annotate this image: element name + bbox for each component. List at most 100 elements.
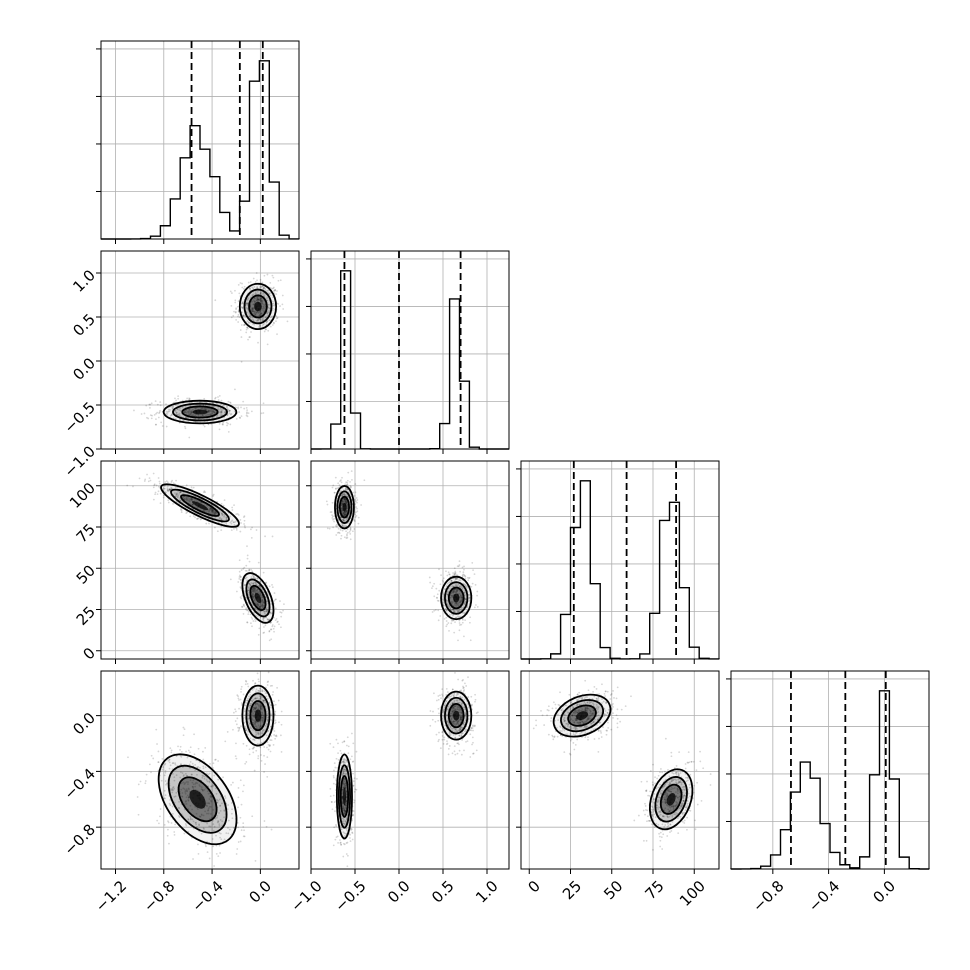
scatter-point bbox=[345, 501, 348, 504]
scatter-point bbox=[166, 485, 169, 487]
scatter-point bbox=[452, 721, 454, 723]
scatter-point bbox=[180, 750, 183, 753]
scatter-point bbox=[259, 318, 262, 321]
scatter-point bbox=[442, 596, 445, 598]
scatter-point bbox=[441, 711, 444, 714]
scatter-point bbox=[210, 410, 212, 413]
scatter-point bbox=[217, 820, 219, 822]
scatter-point bbox=[174, 410, 177, 412]
scatter-point bbox=[189, 499, 192, 501]
scatter-point bbox=[237, 806, 239, 809]
scatter-point bbox=[220, 838, 223, 841]
scatter-point bbox=[251, 570, 254, 573]
scatter-point bbox=[455, 729, 458, 732]
scatter-point bbox=[451, 708, 453, 711]
scatter-point bbox=[454, 708, 457, 711]
scatter-point bbox=[208, 802, 211, 805]
scatter-point bbox=[257, 341, 259, 344]
scatter-point bbox=[454, 572, 457, 574]
scatter-point bbox=[343, 492, 346, 495]
scatter-point bbox=[175, 493, 178, 495]
scatter-point bbox=[343, 497, 346, 500]
scatter-point bbox=[456, 721, 459, 724]
scatter-point bbox=[235, 853, 238, 855]
scatter-point bbox=[265, 608, 268, 610]
scatter-point bbox=[328, 527, 331, 530]
scatter-point bbox=[260, 708, 262, 711]
scatter-point bbox=[454, 708, 457, 711]
scatter-point bbox=[474, 583, 477, 586]
scatter-point bbox=[236, 717, 239, 720]
scatter-point bbox=[447, 571, 450, 574]
scatter-point bbox=[464, 600, 467, 603]
scatter-point bbox=[254, 725, 257, 727]
scatter-point bbox=[175, 493, 177, 496]
scatter-point bbox=[164, 794, 167, 797]
scatter-point bbox=[189, 412, 192, 414]
scatter-point bbox=[227, 819, 230, 822]
scatter-point bbox=[218, 823, 221, 826]
scatter-point bbox=[227, 832, 230, 835]
scatter-point bbox=[346, 505, 349, 507]
scatter-point bbox=[459, 728, 462, 730]
scatter-point bbox=[260, 297, 262, 300]
scatter-point bbox=[346, 505, 349, 508]
scatter-point bbox=[452, 706, 455, 709]
scatter-point bbox=[268, 319, 271, 322]
scatter-point bbox=[456, 578, 459, 580]
scatter-point bbox=[265, 616, 267, 619]
scatter-point bbox=[262, 319, 264, 322]
scatter-point bbox=[341, 502, 344, 505]
scatter-point bbox=[207, 409, 210, 412]
scatter-point bbox=[464, 594, 466, 596]
scatter-point bbox=[229, 521, 232, 524]
scatter-point bbox=[280, 615, 283, 618]
scatter-point bbox=[192, 787, 195, 789]
scatter-point bbox=[180, 763, 182, 766]
scatter-point bbox=[164, 491, 167, 494]
scatter-point bbox=[267, 307, 270, 309]
scatter-point bbox=[219, 414, 222, 417]
scatter-point bbox=[211, 510, 213, 513]
scatter-point bbox=[452, 609, 455, 612]
scatter-point bbox=[343, 513, 346, 516]
scatter-point bbox=[461, 612, 464, 614]
scatter-point bbox=[248, 702, 251, 705]
scatter-point bbox=[442, 577, 445, 580]
scatter-point bbox=[256, 290, 259, 293]
scatter-point bbox=[219, 516, 221, 519]
scatter-point bbox=[472, 569, 474, 572]
scatter-point bbox=[254, 577, 257, 580]
scatter-point bbox=[275, 734, 278, 737]
x-tick-label: −0.4 bbox=[805, 877, 843, 915]
scatter-point bbox=[182, 726, 185, 729]
scatter-point bbox=[341, 500, 344, 503]
scatter-point bbox=[265, 328, 267, 331]
scatter-point bbox=[187, 411, 190, 414]
panel-frame bbox=[310, 460, 510, 660]
scatter-point bbox=[344, 498, 346, 500]
scatter-point bbox=[341, 503, 343, 506]
scatter-point bbox=[188, 751, 191, 754]
scatter-point bbox=[443, 736, 446, 739]
scatter-point bbox=[433, 582, 436, 585]
scatter-point bbox=[260, 704, 263, 707]
scatter-point bbox=[338, 484, 341, 487]
density-contour bbox=[447, 586, 465, 610]
scatter-point bbox=[274, 735, 277, 737]
scatter-point bbox=[190, 498, 193, 501]
scatter-point bbox=[250, 576, 253, 578]
scatter-point bbox=[445, 585, 448, 588]
scatter-point bbox=[209, 508, 212, 511]
scatter-point bbox=[257, 602, 260, 605]
scatter-point bbox=[449, 734, 452, 736]
scatter-point bbox=[220, 410, 223, 413]
scatter-point bbox=[260, 300, 263, 302]
scatter-point bbox=[451, 601, 454, 604]
scatter-point bbox=[254, 860, 257, 862]
scatter-point bbox=[229, 401, 231, 404]
scatter-point bbox=[428, 576, 431, 579]
scatter-point bbox=[457, 602, 460, 605]
scatter-point bbox=[445, 727, 448, 730]
scatter-point bbox=[187, 496, 189, 499]
